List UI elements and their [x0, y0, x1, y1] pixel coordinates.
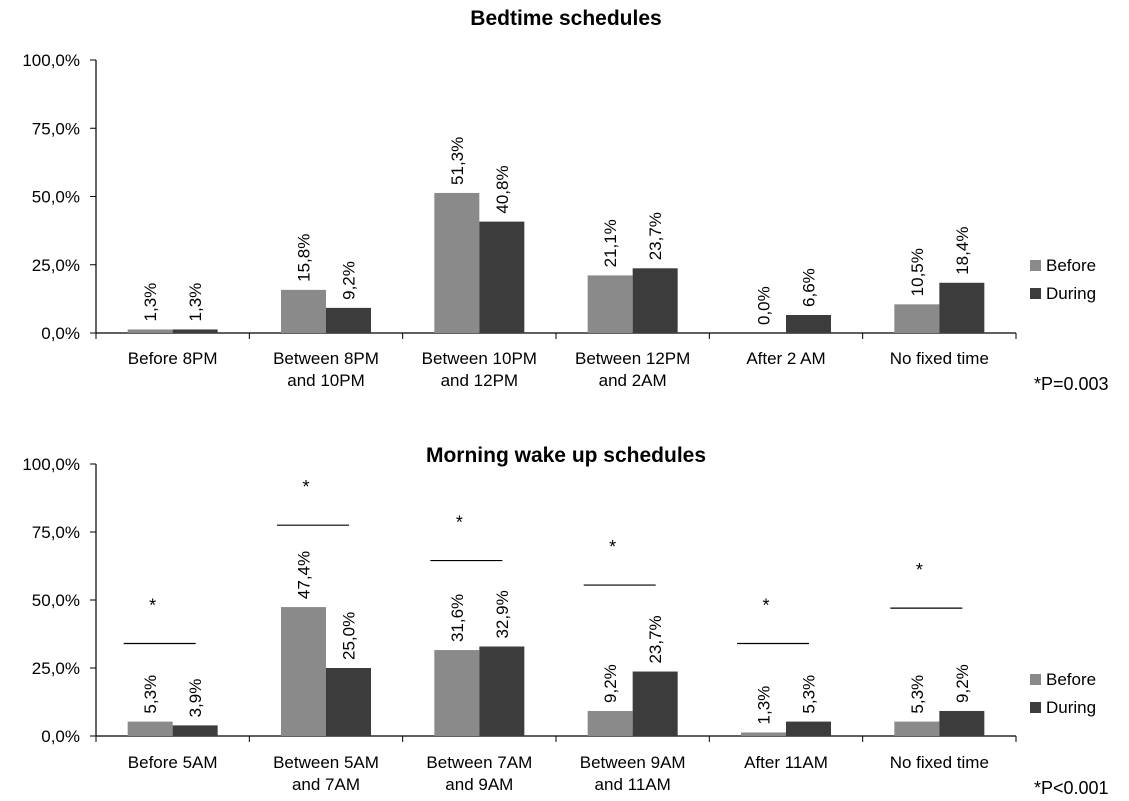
bar-during: [172, 725, 218, 736]
category-label: and 2AM: [599, 371, 667, 390]
data-label: 32,9%: [493, 590, 512, 638]
significance-star: *: [149, 596, 156, 616]
category-label: Between 7AM: [426, 753, 532, 772]
bar-before: [434, 650, 480, 736]
category-label: and 9AM: [445, 775, 513, 794]
p-value-note: *P=0.003: [1034, 374, 1109, 394]
legend-swatch-during: [1030, 288, 1041, 299]
bar-before: [587, 710, 633, 736]
bar-during: [632, 671, 678, 736]
y-tick-label: 50,0%: [32, 591, 80, 610]
data-label: 9,2%: [953, 664, 972, 703]
legend-label: During: [1046, 698, 1096, 717]
legend-label: Before: [1046, 670, 1096, 689]
legend-swatch-during: [1030, 702, 1041, 713]
significance-star: *: [916, 560, 923, 580]
data-label: 6,6%: [800, 268, 819, 307]
data-label: 0,0%: [755, 286, 774, 325]
category-label: Between 8PM: [273, 349, 379, 368]
data-label: 3,9%: [186, 679, 205, 718]
y-tick-label: 25,0%: [32, 256, 80, 275]
bar-during: [786, 314, 831, 333]
bar-during: [939, 710, 985, 736]
bar-during: [326, 668, 371, 736]
data-label: 1,3%: [755, 686, 774, 725]
bar-before: [281, 607, 326, 736]
data-label: 5,3%: [141, 675, 160, 714]
bar-before: [434, 192, 480, 333]
y-tick-label: 50,0%: [32, 188, 80, 207]
bar-during: [479, 221, 525, 333]
category-label: Before 8PM: [128, 349, 218, 368]
significance-star: *: [456, 513, 463, 533]
data-label: 47,4%: [295, 551, 314, 599]
bar-during: [172, 329, 218, 333]
category-label: After 11AM: [744, 753, 828, 772]
y-tick-label: 75,0%: [32, 119, 80, 138]
bar-during: [479, 646, 525, 736]
category-label: and 10PM: [287, 371, 365, 390]
category-label: and 11AM: [595, 775, 671, 794]
data-label: 9,2%: [601, 664, 620, 703]
chart-title: Morning wake up schedules: [426, 444, 706, 467]
bar-before: [127, 721, 173, 736]
data-label: 31,6%: [448, 594, 467, 642]
category-label: After 2 AM: [746, 349, 825, 368]
data-label: 1,3%: [141, 283, 160, 322]
bar-before: [894, 304, 940, 333]
chart-title: Bedtime schedules: [470, 7, 661, 30]
data-label: 21,1%: [601, 219, 620, 267]
data-label: 9,2%: [340, 261, 359, 300]
y-tick-label: 100,0%: [22, 455, 80, 474]
y-tick-label: 0,0%: [41, 727, 80, 746]
bar-during: [632, 268, 678, 333]
data-label: 15,8%: [295, 234, 314, 282]
bar-during: [326, 307, 371, 333]
bar-before: [281, 289, 326, 333]
category-label: Between 9AM: [580, 753, 686, 772]
category-label: No fixed time: [890, 349, 989, 368]
bar-before: [894, 721, 940, 736]
bar-before: [741, 732, 786, 736]
bar-before: [587, 275, 633, 333]
data-label: 23,7%: [646, 615, 665, 663]
bar-before: [127, 329, 173, 333]
bar-during: [786, 721, 831, 736]
legend-swatch-before: [1030, 674, 1041, 685]
data-label: 23,7%: [646, 212, 665, 260]
significance-star: *: [762, 596, 769, 616]
bar-during: [939, 282, 985, 333]
y-tick-label: 0,0%: [41, 324, 80, 343]
legend-swatch-before: [1030, 260, 1041, 271]
data-label: 40,8%: [493, 165, 512, 213]
y-tick-label: 75,0%: [32, 523, 80, 542]
category-label: Between 10PM: [422, 349, 537, 368]
significance-star: *: [609, 537, 616, 557]
category-label: No fixed time: [890, 753, 989, 772]
data-label: 1,3%: [186, 283, 205, 322]
y-tick-label: 25,0%: [32, 659, 80, 678]
data-label: 5,3%: [800, 675, 819, 714]
y-tick-label: 100,0%: [22, 51, 80, 70]
data-label: 25,0%: [340, 612, 359, 660]
legend-label: During: [1046, 284, 1096, 303]
category-label: Between 5AM: [273, 753, 379, 772]
data-label: 18,4%: [953, 227, 972, 275]
legend-label: Before: [1046, 256, 1096, 275]
data-label: 10,5%: [908, 248, 927, 296]
category-label: Before 5AM: [128, 753, 218, 772]
category-label: Between 12PM: [575, 349, 690, 368]
data-label: 51,3%: [448, 137, 467, 185]
category-label: and 7AM: [292, 775, 360, 794]
category-label: and 12PM: [441, 371, 519, 390]
p-value-note: *P<0.001: [1034, 778, 1109, 798]
significance-star: *: [302, 477, 309, 497]
data-label: 5,3%: [908, 675, 927, 714]
